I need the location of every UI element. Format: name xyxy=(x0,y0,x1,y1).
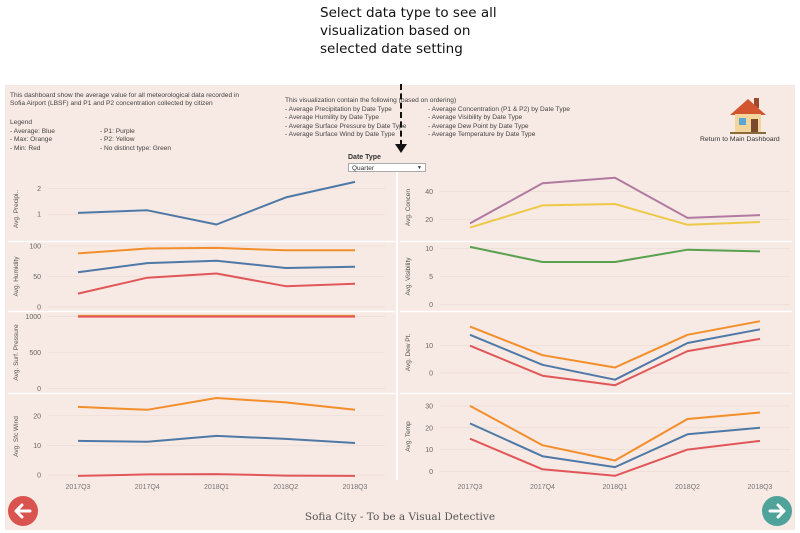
next-page-button[interactable] xyxy=(762,496,792,526)
contents-item: - Average Concentration (P1 & P2) by Dat… xyxy=(428,106,570,113)
y-tick-label: 500 xyxy=(29,350,41,357)
contents-item: - Average Temperature by Date Type xyxy=(428,130,536,138)
annotation-callout: Select data type to see all visualizatio… xyxy=(320,4,530,58)
y-tick-label: 10 xyxy=(425,447,433,454)
annotation-line-2: visualization based on xyxy=(320,23,471,39)
y-axis-label-wind: Avg. Sfc Wind xyxy=(13,416,20,457)
date-type-dropdown[interactable]: Quarter ▼ xyxy=(348,163,426,172)
legend-item-average: - Average: Blue xyxy=(10,128,55,135)
x-tick-label: 2017Q4 xyxy=(530,484,555,491)
dashboard-panel xyxy=(5,85,795,530)
x-tick-label: 2018Q3 xyxy=(748,484,773,491)
y-axis-label-temp: Avg. Temp xyxy=(405,421,412,452)
series-line-wind-max xyxy=(77,397,356,411)
series-line-precip-average xyxy=(77,180,356,226)
annotation-line-3: selected date setting xyxy=(320,41,463,57)
return-main-dashboard-link[interactable]: Return to Main Dashboard xyxy=(700,136,780,143)
contents-right: - Average Concentration (P1 & P2) by Dat… xyxy=(428,106,570,139)
x-tick-label: 2018Q2 xyxy=(675,484,700,491)
series-line-dewpoint-average xyxy=(469,328,761,381)
y-tick-label: 0 xyxy=(37,473,41,480)
series-line-wind-min xyxy=(77,473,356,477)
y-tick-label: 2 xyxy=(37,186,41,193)
chevron-down-icon: ▼ xyxy=(417,165,422,171)
y-axis-label-precip: Avg. Precipi.. xyxy=(13,190,20,228)
annotation-line-1: Select data type to see all xyxy=(320,5,497,21)
y-axis-label-concentration: Avg. Concen xyxy=(405,189,412,226)
previous-page-button[interactable] xyxy=(8,496,38,526)
y-tick-label: 20 xyxy=(33,413,41,420)
intro-text: This dashboard show the average value fo… xyxy=(10,92,239,109)
y-tick-label: 50 xyxy=(33,274,41,281)
y-axis-label-visibility: Avg. Visibility xyxy=(405,257,412,296)
legend-title: Legend xyxy=(10,119,33,126)
series-line-humidity-min xyxy=(77,272,356,295)
y-tick-label: 5 xyxy=(429,274,433,281)
series-line-humidity-average xyxy=(77,259,356,274)
legend-item-max: - Max: Orange xyxy=(10,136,53,144)
y-tick-label: 10 xyxy=(425,343,433,350)
annotation-arrow-head xyxy=(395,144,407,153)
y-tick-label: 10 xyxy=(33,443,41,450)
legend-col-2: - P1: Purple - P2: Yellow - No distinct … xyxy=(100,128,171,153)
legend-col-1: - Average: Blue - Max: Orange - Min: Red xyxy=(10,128,55,153)
contents-item: - Average Precipitation by Date Type xyxy=(285,106,392,113)
contents-item: - Average Surface Pressure by Date Type xyxy=(285,122,407,130)
y-axis-label-pressure: Avg. Surf. Pressure xyxy=(13,324,20,381)
x-tick-label: 2018Q1 xyxy=(603,484,628,491)
contents-left: - Average Precipitation by Date Type - A… xyxy=(285,106,406,139)
x-tick-label: 2017Q3 xyxy=(66,484,91,491)
contents-heading: This visualization contain the following… xyxy=(285,97,457,104)
y-tick-label: 1000 xyxy=(25,314,41,321)
y-tick-label: 0 xyxy=(429,469,433,476)
house-icon[interactable] xyxy=(728,95,768,135)
x-tick-label: 2018Q2 xyxy=(273,484,298,491)
series-line-temp-max xyxy=(469,405,761,462)
intro-line-2: Sofia Airport (LBSF) and P1 and P2 conce… xyxy=(10,100,213,108)
y-tick-label: 0 xyxy=(37,304,41,311)
legend-item-p1: - P1: Purple xyxy=(100,128,135,135)
series-line-temp-min xyxy=(469,437,761,477)
legend-item-p2: - P2: Yellow xyxy=(100,136,135,144)
legend-item-min: - Min: Red xyxy=(10,144,41,152)
series-line-visibility-visibility xyxy=(469,245,761,263)
contents-item: - Average Dew Point by Date Type xyxy=(428,122,529,130)
legend-item-other: - No distinct type: Green xyxy=(100,144,172,152)
arrow-left-icon xyxy=(14,503,32,519)
date-type-label: Date Type xyxy=(348,154,381,161)
y-axis-label-dewpoint: Avg. Dew Pt. xyxy=(405,334,412,372)
y-tick-label: 0 xyxy=(429,370,433,377)
series-line-wind-average xyxy=(77,434,356,444)
y-tick-label: 40 xyxy=(425,189,433,196)
series-line-concentration-p2 xyxy=(469,203,761,229)
y-tick-label: 1 xyxy=(37,212,41,219)
series-line-humidity-max xyxy=(77,246,355,255)
date-type-value: Quarter xyxy=(352,165,375,172)
y-tick-label: 30 xyxy=(425,403,433,410)
series-line-dewpoint-min xyxy=(469,337,761,387)
y-tick-label: 0 xyxy=(429,302,433,309)
y-tick-label: 10 xyxy=(425,246,433,253)
y-tick-label: 0 xyxy=(37,386,41,393)
intro-line-1: This dashboard show the average value fo… xyxy=(10,92,240,99)
y-tick-label: 100 xyxy=(29,244,41,251)
arrow-right-icon xyxy=(768,503,786,519)
series-line-temp-average xyxy=(469,422,761,469)
contents-item: - Average Visibility by Date Type xyxy=(428,114,523,122)
x-tick-label: 2017Q4 xyxy=(135,484,160,491)
series-line-concentration-p1 xyxy=(469,176,761,225)
y-tick-label: 20 xyxy=(425,217,433,224)
y-axis-label-humidity: Avg. Humidity xyxy=(13,256,20,297)
x-tick-label: 2017Q3 xyxy=(458,484,483,491)
y-tick-label: 20 xyxy=(425,425,433,432)
contents-item: - Average Humility by Date Type xyxy=(285,114,379,122)
x-tick-label: 2018Q3 xyxy=(343,484,368,491)
annotation-arrow-line xyxy=(400,84,402,146)
x-tick-label: 2018Q1 xyxy=(204,484,229,491)
footer-title: Sofia City - To be a Visual Detective xyxy=(304,511,496,523)
series-line-dewpoint-max xyxy=(469,320,761,369)
contents-item: - Average Surface Wind by Date Type xyxy=(285,130,396,138)
